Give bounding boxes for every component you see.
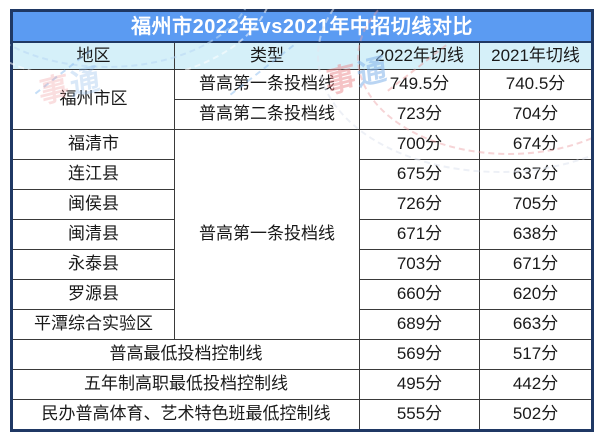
region-cell: 平潭综合实验区 xyxy=(11,309,175,340)
table-row: 普高第二条投档线 723分 704分 xyxy=(12,99,594,130)
column-header-2021: 2021年切线 xyxy=(478,41,594,70)
region-cell: 连江县 xyxy=(11,159,175,190)
table-row: 平潭综合实验区 689分 663分 xyxy=(11,309,594,340)
type-cell: 普高第一条投档线 xyxy=(174,69,360,100)
score-2021-cell: 671分 xyxy=(478,249,594,280)
table-row: 民办普高体育、艺术特色班最低控制线 555分 502分 xyxy=(11,399,594,431)
region-cell: 永泰县 xyxy=(11,249,175,280)
score-2021-cell: 637分 xyxy=(478,159,594,190)
region-cell: 闽清县 xyxy=(11,219,175,250)
region-cell: 闽侯县 xyxy=(11,189,175,220)
score-2022-cell: 675分 xyxy=(359,159,480,190)
region-cell: 福州市区 xyxy=(11,69,175,130)
table-row: 闽侯县 726分 705分 xyxy=(11,189,594,220)
score-2022-cell: 671分 xyxy=(359,219,480,250)
type-cell-merged: 普高第一条投档线 xyxy=(174,129,360,340)
summary-label-cell: 五年制高职最低投档控制线 xyxy=(11,369,360,400)
score-2021-cell: 620分 xyxy=(478,279,594,310)
column-header-2022: 2022年切线 xyxy=(359,41,480,70)
table-row: 永泰县 703分 671分 xyxy=(11,249,594,280)
score-2022-cell: 749.5分 xyxy=(359,69,480,100)
score-2022-cell: 700分 xyxy=(359,129,480,160)
column-header-type: 类型 xyxy=(174,41,360,70)
table-row: 五年制高职最低投档控制线 495分 442分 xyxy=(11,369,594,400)
cutoff-table: 福州市2022年vs2021年中招切线对比 地区 类型 2022年切线 2021… xyxy=(10,9,595,432)
region-cell: 福清市 xyxy=(11,129,175,160)
header-row: 地区 类型 2022年切线 2021年切线 xyxy=(11,41,594,70)
score-2022-cell: 726分 xyxy=(359,189,480,220)
table-row: 福清市 普高第一条投档线 700分 674分 xyxy=(11,129,594,340)
title-row: 福州市2022年vs2021年中招切线对比 xyxy=(10,10,594,43)
table-row: 闽清县 671分 638分 xyxy=(11,219,594,250)
table-row: 连江县 675分 637分 xyxy=(11,159,594,190)
score-2021-cell: 638分 xyxy=(478,219,594,250)
score-2022-cell: 569分 xyxy=(359,339,480,370)
score-2021-cell: 740.5分 xyxy=(478,69,594,100)
summary-label-cell: 民办普高体育、艺术特色班最低控制线 xyxy=(11,399,360,431)
table-row: 罗源县 660分 620分 xyxy=(11,279,594,310)
score-2021-cell: 704分 xyxy=(478,99,594,130)
type-cell: 普高第二条投档线 xyxy=(174,99,360,130)
score-2021-cell: 517分 xyxy=(478,339,594,370)
score-2021-cell: 442分 xyxy=(478,369,594,400)
score-2022-cell: 689分 xyxy=(359,309,480,340)
score-2022-cell: 723分 xyxy=(359,99,480,130)
cutoff-comparison-card: 福州市2022年vs2021年中招切线对比 地区 类型 2022年切线 2021… xyxy=(10,9,595,432)
score-2022-cell: 495分 xyxy=(359,369,480,400)
score-2021-cell: 502分 xyxy=(478,399,594,431)
table-title: 福州市2022年vs2021年中招切线对比 xyxy=(10,10,594,43)
column-header-region: 地区 xyxy=(11,41,175,70)
table-row: 福州市区 普高第一条投档线 749.5分 740.5分 xyxy=(11,69,594,130)
score-2021-cell: 705分 xyxy=(478,189,594,220)
score-2022-cell: 555分 xyxy=(359,399,480,431)
score-2022-cell: 660分 xyxy=(359,279,480,310)
score-2021-cell: 663分 xyxy=(478,309,594,340)
region-cell: 罗源县 xyxy=(11,279,175,310)
score-2021-cell: 674分 xyxy=(478,129,594,160)
score-2022-cell: 703分 xyxy=(359,249,480,280)
summary-label-cell: 普高最低投档控制线 xyxy=(11,339,360,370)
table-row: 普高最低投档控制线 569分 517分 xyxy=(11,339,594,370)
